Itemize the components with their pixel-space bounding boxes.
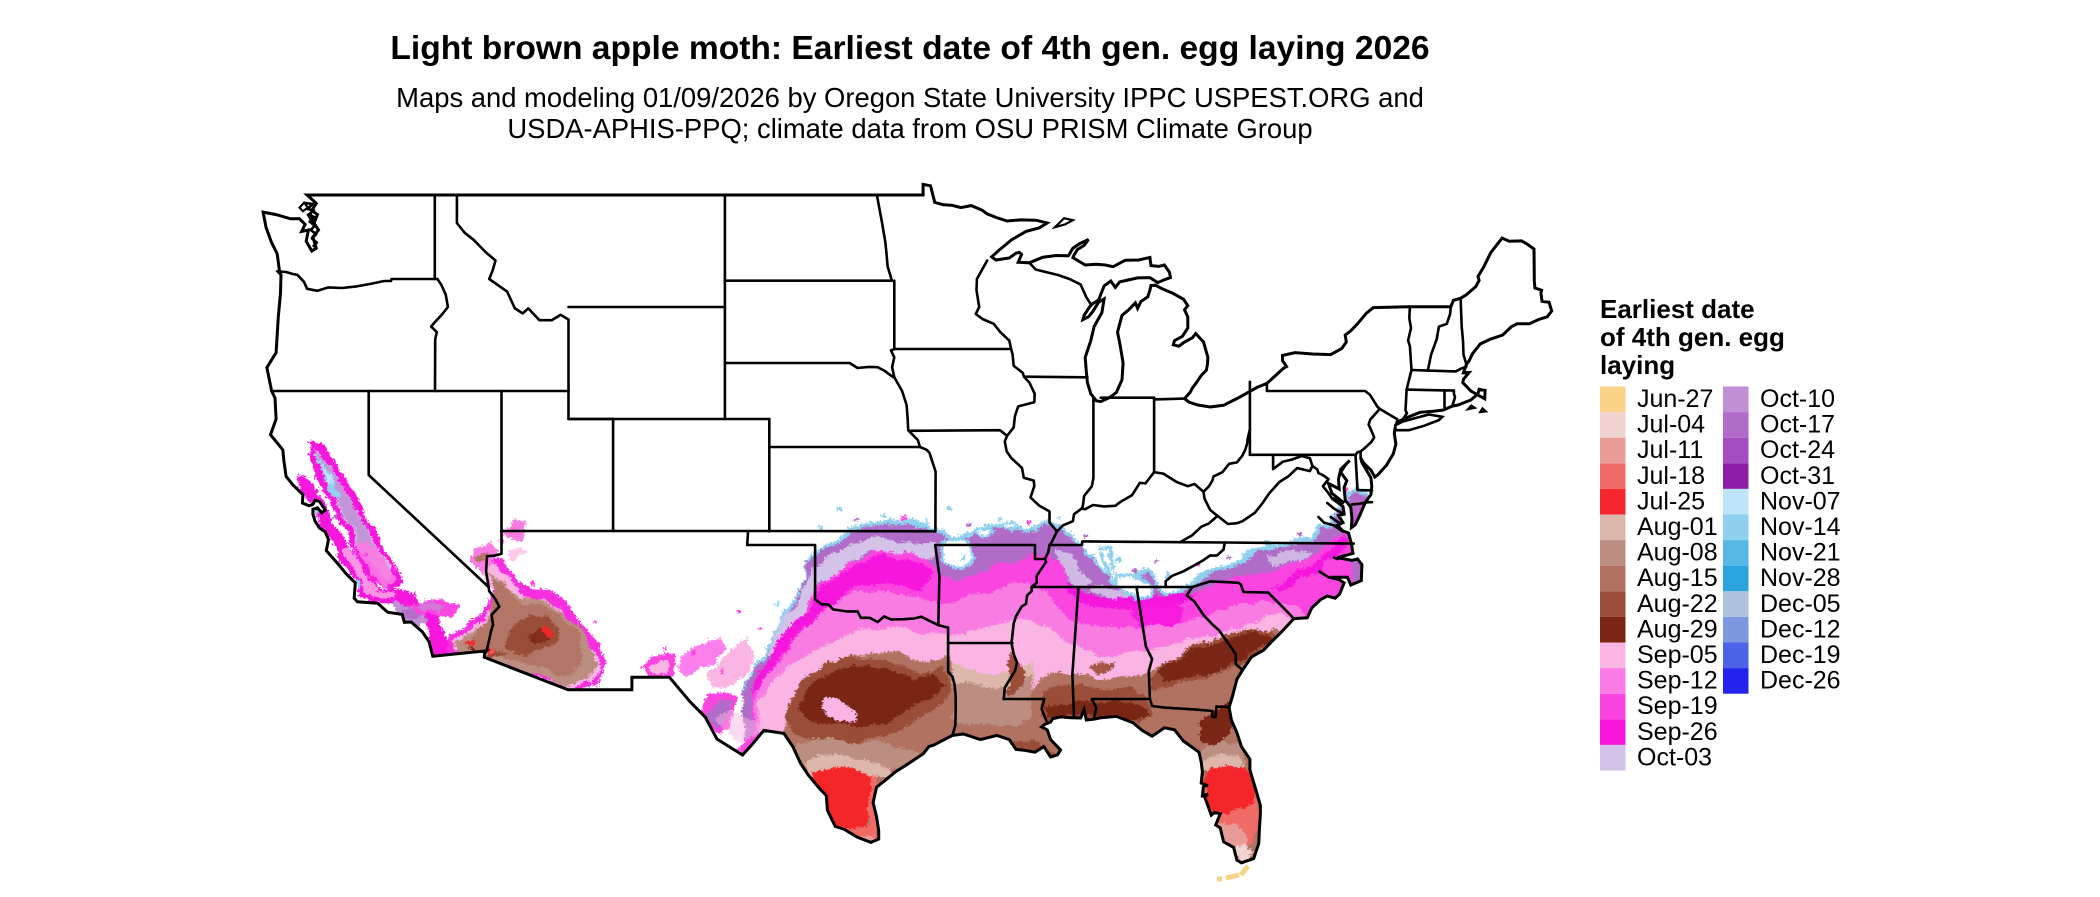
svg-text:laying: laying xyxy=(1600,350,1675,380)
svg-text:Sep-26: Sep-26 xyxy=(1637,718,1718,746)
svg-text:Jul-18: Jul-18 xyxy=(1637,462,1705,490)
svg-text:Nov-28: Nov-28 xyxy=(1760,564,1841,592)
svg-text:Dec-26: Dec-26 xyxy=(1760,667,1841,695)
svg-text:Dec-05: Dec-05 xyxy=(1760,590,1841,618)
svg-text:Sep-05: Sep-05 xyxy=(1637,641,1718,669)
svg-text:Maps and modeling 01/09/2026 b: Maps and modeling 01/09/2026 by Oregon S… xyxy=(396,82,1424,113)
svg-text:Sep-19: Sep-19 xyxy=(1637,692,1718,720)
svg-text:Earliest date: Earliest date xyxy=(1600,294,1755,324)
svg-text:Jul-04: Jul-04 xyxy=(1637,411,1705,439)
svg-text:USDA-APHIS-PPQ; climate data f: USDA-APHIS-PPQ; climate data from OSU PR… xyxy=(507,113,1312,144)
svg-text:Dec-12: Dec-12 xyxy=(1760,615,1841,643)
svg-text:Aug-01: Aug-01 xyxy=(1637,513,1718,541)
svg-text:Jul-25: Jul-25 xyxy=(1637,487,1705,515)
svg-text:Dec-19: Dec-19 xyxy=(1760,641,1841,669)
svg-text:Aug-15: Aug-15 xyxy=(1637,564,1718,592)
svg-text:Aug-29: Aug-29 xyxy=(1637,615,1718,643)
svg-text:Oct-03: Oct-03 xyxy=(1637,743,1712,771)
svg-text:Nov-07: Nov-07 xyxy=(1760,487,1841,515)
svg-text:Oct-31: Oct-31 xyxy=(1760,462,1835,490)
svg-text:of 4th gen. egg: of 4th gen. egg xyxy=(1600,322,1785,352)
svg-text:Jul-11: Jul-11 xyxy=(1637,436,1703,464)
svg-text:Sep-12: Sep-12 xyxy=(1637,667,1718,695)
svg-text:Oct-17: Oct-17 xyxy=(1760,411,1835,439)
svg-text:Light brown apple moth: Earlie: Light brown apple moth: Earliest date of… xyxy=(390,30,1429,67)
svg-text:Aug-22: Aug-22 xyxy=(1637,590,1718,618)
svg-text:Oct-24: Oct-24 xyxy=(1760,436,1835,464)
svg-text:Jun-27: Jun-27 xyxy=(1637,385,1713,413)
svg-text:Oct-10: Oct-10 xyxy=(1760,385,1835,413)
svg-text:Aug-08: Aug-08 xyxy=(1637,539,1718,567)
svg-text:Nov-21: Nov-21 xyxy=(1760,539,1841,567)
svg-text:Nov-14: Nov-14 xyxy=(1760,513,1841,541)
